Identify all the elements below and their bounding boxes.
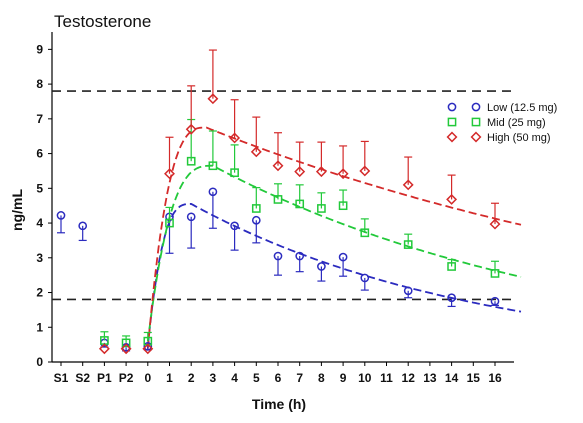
data-point-mid xyxy=(490,269,500,278)
data-point-low xyxy=(490,296,500,306)
legend-label-low: Low (12.5 mg) xyxy=(487,102,557,114)
data-point-high xyxy=(337,168,349,180)
x-tick-label: 8 xyxy=(318,371,325,385)
legend-marker-high xyxy=(470,131,482,143)
x-tick-label: 16 xyxy=(488,371,502,385)
data-point-mid xyxy=(360,228,370,238)
data-point-mid xyxy=(208,161,218,171)
x-tick-label: 6 xyxy=(275,371,282,385)
y-axis-title: ng/mL xyxy=(9,189,25,231)
data-point-high xyxy=(402,179,414,191)
data-point-high xyxy=(315,166,327,178)
data-point-mid xyxy=(186,156,196,166)
data-point-high xyxy=(185,123,197,135)
data-point-high xyxy=(489,218,501,230)
fit-curve-mid xyxy=(146,164,522,342)
data-point-mid xyxy=(317,204,326,213)
data-point-high xyxy=(120,343,132,355)
data-point-high xyxy=(164,168,175,180)
x-tick-label: 2 xyxy=(188,371,195,385)
data-point-mid xyxy=(403,240,413,249)
y-tick-label: 3 xyxy=(36,251,43,265)
data-point-low xyxy=(56,211,66,220)
data-point-high xyxy=(446,193,458,205)
data-point-high xyxy=(294,166,306,178)
data-point-low xyxy=(317,262,326,271)
data-point-low xyxy=(208,187,218,197)
data-point-low xyxy=(403,286,413,296)
legend-marker-low xyxy=(471,102,481,112)
data-point-high xyxy=(142,343,154,355)
data-point-mid xyxy=(165,218,174,228)
x-tick-label: 7 xyxy=(296,371,303,385)
y-tick-label: 6 xyxy=(36,147,43,161)
data-point-low xyxy=(78,221,88,231)
data-point-mid xyxy=(447,262,456,271)
legend-marker-high xyxy=(446,131,458,143)
x-tick-label: 11 xyxy=(380,371,393,385)
data-point-mid xyxy=(230,168,239,178)
data-point-high xyxy=(272,160,284,172)
x-tick-label: 15 xyxy=(467,371,481,385)
x-axis-title: Time (h) xyxy=(252,396,306,412)
legend: Low (12.5 mg) Mid (25 mg) High (50 mg) xyxy=(446,102,557,144)
y-tick-label: 5 xyxy=(36,181,43,195)
data-point-low xyxy=(338,252,348,262)
y-tick-label: 9 xyxy=(36,42,43,56)
y-tick-label: 1 xyxy=(36,320,43,334)
x-tick-label: 5 xyxy=(253,371,260,385)
legend-marker-mid xyxy=(471,117,481,127)
data-point-low xyxy=(273,251,283,261)
fit-curve-high xyxy=(146,126,522,349)
x-tick-label: 12 xyxy=(402,371,416,385)
legend-label-high: High (50 mg) xyxy=(487,132,551,144)
x-tick-label: P1 xyxy=(97,371,112,385)
y-tick-label: 4 xyxy=(36,216,43,230)
data-point-mid xyxy=(251,204,261,213)
data-point-high xyxy=(250,146,262,158)
x-tick-label: 10 xyxy=(358,371,372,385)
x-tick-label: 13 xyxy=(423,371,437,385)
data-point-low xyxy=(447,293,456,303)
data-point-mid xyxy=(295,199,305,209)
x-tick-label: S2 xyxy=(75,371,90,385)
x-tick-label: P2 xyxy=(119,371,134,385)
data-point-mid xyxy=(121,338,131,348)
y-tick-label: 8 xyxy=(36,77,43,91)
legend-marker-low xyxy=(447,102,457,112)
x-tick-label: 9 xyxy=(340,371,347,385)
data-point-low xyxy=(295,251,305,261)
data-point-low xyxy=(186,212,196,222)
x-tick-label: 4 xyxy=(231,371,238,385)
data-point-high xyxy=(98,343,110,355)
chart-title: Testosterone xyxy=(54,12,151,31)
legend-marker-mid xyxy=(447,117,457,127)
data-point-high xyxy=(207,93,219,105)
x-tick-label: 0 xyxy=(144,371,151,385)
data-point-mid xyxy=(338,201,348,211)
data-point-high xyxy=(229,132,241,144)
data-point-low xyxy=(230,221,239,231)
x-tick-label: 14 xyxy=(445,371,459,385)
x-tick-label: S1 xyxy=(54,371,69,385)
y-tick-label: 0 xyxy=(36,355,43,369)
data-point-high xyxy=(359,165,371,177)
data-point-low xyxy=(143,342,153,351)
data-point-low xyxy=(360,273,370,283)
fit-curve-low xyxy=(146,202,522,347)
y-tick-label: 7 xyxy=(36,112,43,126)
x-tick-label: 1 xyxy=(166,371,173,385)
y-tick-label: 2 xyxy=(36,286,43,300)
x-tick-label: 3 xyxy=(210,371,217,385)
legend-label-mid: Mid (25 mg) xyxy=(487,117,546,129)
data-point-mid xyxy=(273,195,283,204)
data-point-low xyxy=(251,215,261,225)
